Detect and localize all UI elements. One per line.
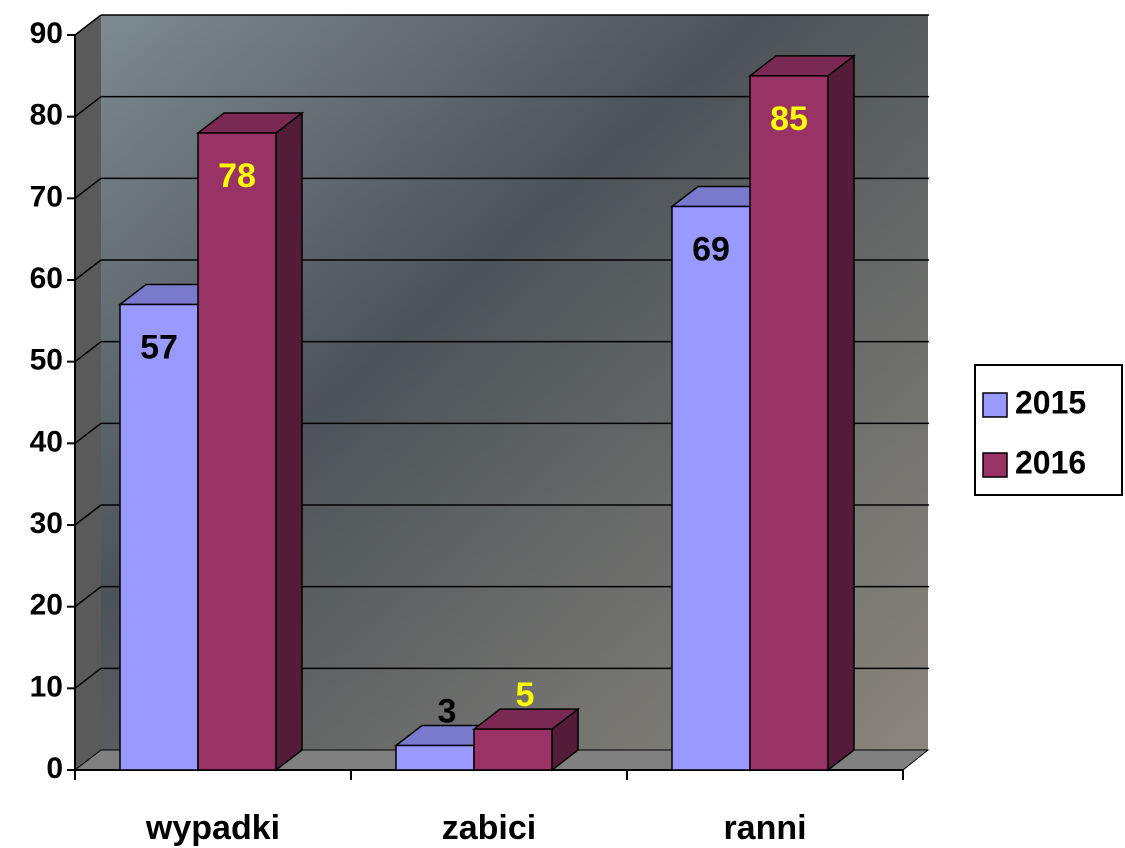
y-tick-label: 10 (30, 670, 63, 703)
bar (750, 76, 828, 770)
legend-swatch (983, 453, 1007, 477)
legend-swatch (983, 393, 1007, 417)
y-tick-label: 90 (30, 17, 63, 50)
value-label: 3 (438, 692, 457, 730)
bar (198, 133, 276, 770)
value-label: 78 (218, 157, 256, 195)
bar (474, 729, 552, 770)
side-wall (75, 15, 101, 770)
y-tick-label: 40 (30, 425, 63, 458)
y-tick-label: 20 (30, 589, 63, 622)
x-tick-label: ranni (723, 809, 806, 847)
value-label: 5 (516, 676, 535, 714)
legend-label: 2016 (1015, 444, 1086, 480)
bar (120, 305, 198, 771)
x-tick-label: wypadki (145, 809, 280, 847)
y-tick-label: 80 (30, 99, 63, 132)
x-tick-label: zabici (442, 809, 536, 847)
chart: 0 10 20 30 40 50 60 70 80 90 wypadki 57 78 zabici 3 5 ra… (0, 0, 1125, 848)
bar (396, 746, 474, 771)
bar-side (828, 56, 854, 770)
y-tick-label: 0 (46, 752, 63, 785)
value-label: 85 (770, 100, 808, 138)
value-label: 69 (692, 230, 730, 268)
y-tick-label: 60 (30, 262, 63, 295)
y-tick-label: 70 (30, 180, 63, 213)
value-label: 57 (140, 328, 178, 366)
bar-side (276, 113, 302, 770)
legend-label: 2015 (1015, 384, 1086, 420)
y-tick-label: 30 (30, 507, 63, 540)
bar (672, 207, 750, 771)
y-tick-label: 50 (30, 344, 63, 377)
